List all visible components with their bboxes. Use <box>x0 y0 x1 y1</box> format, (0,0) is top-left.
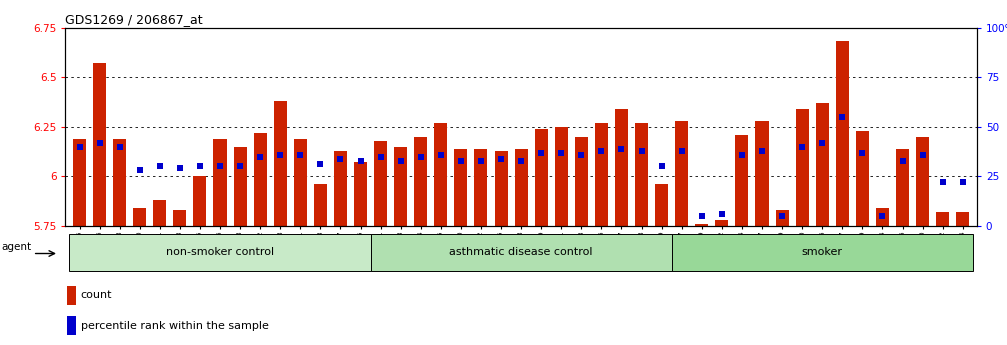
Bar <box>656 184 669 226</box>
Bar <box>394 147 407 226</box>
Bar <box>515 149 528 226</box>
Bar <box>575 137 588 226</box>
Bar <box>153 200 166 226</box>
Bar <box>672 234 973 270</box>
Text: non-smoker control: non-smoker control <box>166 247 274 257</box>
Bar <box>474 149 487 226</box>
Bar <box>715 220 728 226</box>
Bar <box>274 101 287 226</box>
Bar <box>193 176 206 226</box>
Bar <box>334 151 347 226</box>
Bar <box>695 224 708 226</box>
Bar <box>836 41 849 226</box>
Bar <box>294 139 307 226</box>
Bar <box>234 147 247 226</box>
Bar <box>916 137 929 226</box>
Text: agent: agent <box>1 242 31 252</box>
Bar <box>113 139 126 226</box>
Bar <box>494 151 508 226</box>
Bar <box>173 210 186 226</box>
Text: GDS1269 / 206867_at: GDS1269 / 206867_at <box>64 13 202 27</box>
Bar <box>213 139 227 226</box>
Bar <box>374 141 387 226</box>
Bar <box>314 184 327 226</box>
Bar <box>454 149 467 226</box>
Bar <box>93 63 106 226</box>
Text: asthmatic disease control: asthmatic disease control <box>449 247 593 257</box>
Bar <box>371 234 672 270</box>
Bar <box>816 103 829 226</box>
Bar <box>856 131 869 226</box>
Bar <box>254 133 267 226</box>
Bar <box>735 135 748 226</box>
Bar <box>67 286 77 305</box>
Bar <box>796 109 809 226</box>
Bar <box>957 212 970 226</box>
Bar <box>755 121 768 226</box>
Text: smoker: smoker <box>802 247 843 257</box>
Bar <box>67 316 77 335</box>
Bar <box>896 149 909 226</box>
Bar <box>937 212 950 226</box>
Bar <box>595 123 608 226</box>
Bar <box>675 121 688 226</box>
Bar <box>69 234 371 270</box>
Bar <box>414 137 427 226</box>
Bar <box>635 123 649 226</box>
Bar <box>73 139 86 226</box>
Bar <box>775 210 788 226</box>
Bar <box>876 208 889 226</box>
Bar <box>434 123 447 226</box>
Bar <box>535 129 548 226</box>
Bar <box>615 109 628 226</box>
Bar <box>133 208 146 226</box>
Text: count: count <box>81 290 112 300</box>
Bar <box>555 127 568 226</box>
Text: percentile rank within the sample: percentile rank within the sample <box>81 321 269 331</box>
Bar <box>354 162 368 226</box>
